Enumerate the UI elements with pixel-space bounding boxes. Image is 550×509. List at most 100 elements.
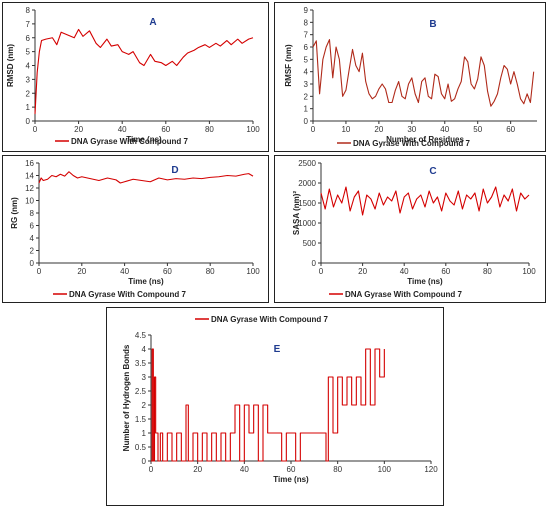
y-tick-label: 12: [25, 184, 34, 193]
y-tick-label: 8: [304, 18, 309, 27]
x-tick-label: 40: [118, 125, 127, 134]
y-tick-label: 2000: [298, 179, 316, 188]
series-line: [312, 39, 535, 107]
y-tick-label: 4: [142, 345, 147, 354]
y-tick-label: 1.5: [135, 415, 147, 424]
x-tick-label: 20: [358, 267, 367, 276]
x-tick-label: 80: [205, 125, 214, 134]
x-tick-label: 40: [440, 125, 449, 134]
x-axis-label: Number of Residues: [386, 135, 464, 144]
x-tick-label: 100: [246, 125, 260, 134]
x-tick-label: 100: [378, 465, 392, 474]
y-tick-label: 1: [142, 429, 147, 438]
x-tick-label: 60: [441, 267, 450, 276]
panel-letter: A: [149, 17, 156, 28]
panel-d: 0 2 4 6 8 10 12 14 16 0 20 40 60 80 100 Time (ns) RG (nm…: [2, 155, 269, 303]
y-tick-label: 4: [30, 234, 35, 243]
x-tick-label: 50: [473, 125, 482, 134]
x-tick-label: 60: [161, 125, 170, 134]
y-tick-label: 9: [304, 6, 309, 15]
y-tick-label: 3: [142, 373, 147, 382]
x-tick-label: 0: [149, 465, 154, 474]
y-tick-label: 4.5: [135, 331, 147, 340]
panel-c: 0 500 1000 1500 2000 2500 0 20 40 60 80 100 Time (ns…: [274, 155, 546, 303]
y-tick-label: 2.5: [135, 387, 147, 396]
y-tick-label: 1500: [298, 199, 316, 208]
y-tick-label: 0: [312, 259, 317, 268]
y-tick-label: 3.5: [135, 359, 147, 368]
y-tick-label: 2: [304, 92, 309, 101]
x-axis-label: Time (ns): [273, 475, 309, 484]
panel-e: 0 0.5 1 1.5 2 2.5 3 3.5 4 4.5 0 20 40 60 80 100 120 Time …: [106, 307, 444, 506]
x-tick-label: 0: [311, 125, 316, 134]
y-tick-label: 2500: [298, 159, 316, 168]
y-tick-label: 1000: [298, 219, 316, 228]
y-tick-label: 5: [304, 55, 309, 64]
y-tick-label: 0: [26, 117, 31, 126]
chart-b: 0 1 2 3 4 5 6 7 8 9 0 10 20 30 40 50 60 Number of Residue…: [284, 6, 537, 148]
y-tick-label: 2: [142, 401, 147, 410]
y-tick-label: 3: [26, 75, 31, 84]
y-tick-label: 16: [25, 159, 34, 168]
chart-e: 0 0.5 1 1.5 2 2.5 3 3.5 4 4.5 0 20 40 60 80 100 120 Time …: [122, 315, 438, 484]
y-axis-label: Number of Hydrogen Bonds: [122, 344, 131, 451]
y-tick-label: 4: [26, 62, 31, 71]
panel-letter: D: [171, 165, 178, 176]
x-tick-label: 60: [506, 125, 515, 134]
x-axis-label: Time (ns): [407, 277, 443, 286]
chart-c: 0 500 1000 1500 2000 2500 0 20 40 60 80 100 Time (ns…: [292, 159, 536, 299]
x-tick-label: 80: [333, 465, 342, 474]
x-axis-label: Time (ns): [128, 277, 164, 286]
legend-label: DNA Gyrase With Compound 7: [345, 290, 463, 299]
series-line: [320, 186, 530, 216]
x-tick-label: 20: [74, 125, 83, 134]
y-tick-label: 2: [30, 247, 35, 256]
y-tick-label: 6: [26, 34, 31, 43]
x-tick-label: 0: [37, 267, 42, 276]
x-tick-label: 20: [77, 267, 86, 276]
y-tick-label: 8: [26, 6, 31, 15]
y-tick-label: 3: [304, 80, 309, 89]
x-tick-label: 60: [163, 267, 172, 276]
x-tick-label: 40: [240, 465, 249, 474]
y-axis-label: SASA (nm)²: [292, 191, 301, 235]
y-tick-label: 1: [304, 105, 309, 114]
chart-d: 0 2 4 6 8 10 12 14 16 0 20 40 60 80 100 Time (ns) RG (nm…: [10, 159, 260, 299]
x-tick-label: 80: [483, 267, 492, 276]
x-tick-label: 100: [246, 267, 260, 276]
panel-letter: B: [429, 19, 436, 30]
series-line: [38, 171, 254, 184]
x-tick-label: 0: [319, 267, 324, 276]
y-tick-label: 10: [25, 197, 34, 206]
series-line: [34, 28, 254, 115]
y-tick-label: 0: [304, 117, 309, 126]
x-tick-label: 0: [33, 125, 38, 134]
y-tick-label: 0.5: [135, 443, 147, 452]
legend-label: DNA Gyrase With Compound 7: [69, 290, 187, 299]
y-axis-label: RMSF (nm): [284, 44, 293, 87]
y-tick-label: 5: [26, 48, 31, 57]
x-tick-label: 60: [287, 465, 296, 474]
x-tick-label: 20: [374, 125, 383, 134]
x-tick-label: 40: [400, 267, 409, 276]
panel-b: 0 1 2 3 4 5 6 7 8 9 0 10 20 30 40 50 60 Number of Residue…: [274, 2, 546, 152]
y-tick-label: 0: [142, 457, 147, 466]
y-tick-label: 1: [26, 103, 31, 112]
legend-label: DNA Gyrase With Compound 7: [71, 137, 189, 146]
y-axis-label: RG (nm): [10, 197, 19, 229]
x-tick-label: 30: [407, 125, 416, 134]
y-tick-label: 2: [26, 89, 31, 98]
y-tick-label: 7: [304, 31, 309, 40]
panel-letter: C: [429, 166, 436, 177]
x-tick-label: 40: [120, 267, 129, 276]
legend-label: DNA Gyrase With Compound 7: [353, 139, 471, 148]
x-tick-label: 80: [206, 267, 215, 276]
y-tick-label: 4: [304, 68, 309, 77]
y-tick-label: 0: [30, 259, 35, 268]
legend-label: DNA Gyrase With Compound 7: [211, 315, 329, 324]
y-axis-label: RMSD (nm): [6, 44, 15, 87]
x-tick-label: 120: [424, 465, 438, 474]
series-line: [151, 348, 385, 462]
y-tick-label: 8: [30, 209, 35, 218]
